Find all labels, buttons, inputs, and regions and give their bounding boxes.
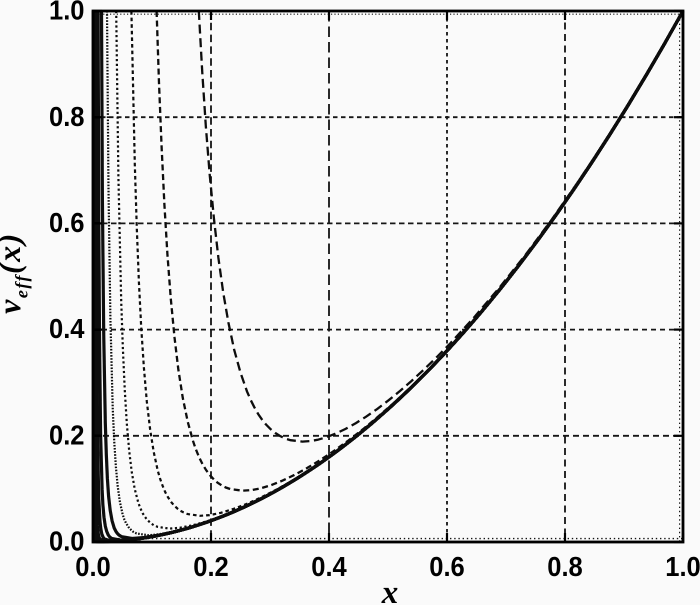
svg-text:0.8: 0.8 <box>547 551 583 582</box>
svg-text:0.0: 0.0 <box>75 551 111 582</box>
svg-text:0.2: 0.2 <box>193 551 229 582</box>
svg-text:0.4: 0.4 <box>311 551 347 582</box>
svg-text:0.2: 0.2 <box>49 419 85 450</box>
svg-text:0.4: 0.4 <box>49 313 85 344</box>
svg-text:1.0: 1.0 <box>49 0 85 26</box>
svg-text:veff(x): veff(x) <box>0 232 32 314</box>
svg-text:x: x <box>381 575 399 605</box>
svg-text:0.6: 0.6 <box>49 207 85 238</box>
svg-text:0.8: 0.8 <box>49 101 85 132</box>
svg-text:1.0: 1.0 <box>665 551 700 582</box>
svg-text:0.0: 0.0 <box>49 526 85 557</box>
svg-text:0.6: 0.6 <box>429 551 465 582</box>
